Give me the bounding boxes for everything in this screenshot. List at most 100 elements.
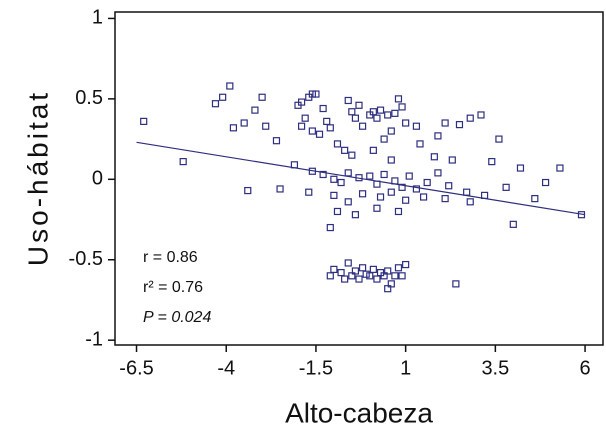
point bbox=[416, 140, 424, 148]
point bbox=[369, 146, 377, 154]
point bbox=[394, 207, 403, 216]
point bbox=[441, 195, 449, 203]
point bbox=[398, 272, 406, 280]
point bbox=[412, 185, 421, 193]
point bbox=[480, 191, 489, 199]
point bbox=[384, 285, 392, 293]
point bbox=[262, 122, 270, 130]
point bbox=[384, 267, 392, 275]
point bbox=[373, 204, 381, 212]
point bbox=[276, 185, 284, 193]
point bbox=[358, 122, 367, 130]
point bbox=[308, 167, 316, 175]
point bbox=[394, 95, 403, 103]
point bbox=[344, 96, 352, 105]
y-tick-label: -1 bbox=[85, 328, 103, 350]
point bbox=[297, 122, 306, 130]
point bbox=[330, 265, 338, 273]
point bbox=[455, 121, 464, 129]
point bbox=[326, 223, 334, 232]
point bbox=[330, 191, 338, 199]
point bbox=[290, 161, 299, 169]
point bbox=[358, 190, 367, 198]
point bbox=[219, 93, 227, 101]
point bbox=[466, 198, 474, 206]
point bbox=[376, 193, 385, 201]
point bbox=[430, 153, 438, 161]
point bbox=[297, 98, 306, 106]
point bbox=[301, 114, 309, 122]
point bbox=[387, 188, 395, 196]
point bbox=[391, 109, 399, 117]
point bbox=[330, 175, 338, 183]
y-tick-label: 0 bbox=[92, 168, 103, 190]
point bbox=[315, 130, 324, 138]
point bbox=[366, 172, 374, 180]
point bbox=[272, 137, 281, 145]
point bbox=[376, 106, 385, 114]
point bbox=[373, 114, 381, 122]
point bbox=[380, 170, 388, 179]
point bbox=[516, 164, 525, 172]
point bbox=[448, 156, 456, 164]
point bbox=[398, 103, 406, 111]
point bbox=[258, 93, 266, 101]
point bbox=[308, 127, 316, 135]
point bbox=[211, 100, 220, 108]
point bbox=[556, 164, 564, 172]
point bbox=[402, 260, 410, 269]
point bbox=[341, 275, 349, 283]
point bbox=[344, 169, 352, 177]
point bbox=[577, 211, 586, 219]
point bbox=[477, 111, 485, 119]
point bbox=[358, 264, 367, 272]
y-tick-label: 0.5 bbox=[75, 87, 103, 109]
point bbox=[463, 188, 471, 196]
y-axis-title: Uso-hábitat bbox=[22, 90, 53, 266]
point bbox=[348, 151, 356, 159]
point bbox=[305, 188, 313, 196]
point bbox=[434, 169, 442, 177]
point bbox=[326, 272, 334, 280]
trend-line bbox=[136, 141, 586, 216]
point bbox=[466, 114, 474, 122]
y-tick-label: -0.5 bbox=[69, 248, 103, 270]
point bbox=[488, 158, 496, 166]
x-tick-label: -1.5 bbox=[299, 357, 333, 379]
point bbox=[333, 207, 342, 216]
point bbox=[312, 90, 320, 98]
x-tick-label: 6 bbox=[579, 357, 590, 379]
point bbox=[140, 117, 148, 125]
point bbox=[344, 259, 352, 267]
point bbox=[387, 156, 395, 164]
point bbox=[351, 114, 360, 122]
point bbox=[398, 183, 406, 191]
point bbox=[373, 180, 381, 188]
point bbox=[384, 111, 392, 119]
point bbox=[226, 82, 234, 90]
y-tick-label: 1 bbox=[92, 7, 103, 29]
annotation: r² = 0.76 bbox=[143, 279, 203, 296]
point bbox=[394, 264, 403, 272]
annotation: r = 0.86 bbox=[143, 249, 198, 266]
point bbox=[326, 124, 334, 132]
point bbox=[244, 186, 252, 195]
point bbox=[531, 195, 539, 203]
point bbox=[419, 193, 428, 201]
x-tick-label: -4 bbox=[217, 357, 235, 379]
point bbox=[344, 198, 352, 206]
point bbox=[541, 178, 550, 187]
point bbox=[402, 119, 410, 127]
point bbox=[229, 124, 238, 132]
point bbox=[355, 275, 363, 283]
point bbox=[423, 178, 431, 187]
point bbox=[240, 119, 248, 127]
x-axis-title: Alto-cabeza bbox=[285, 397, 433, 428]
point bbox=[445, 182, 453, 190]
point bbox=[348, 108, 356, 116]
point bbox=[412, 122, 421, 130]
point bbox=[380, 135, 388, 143]
point bbox=[373, 275, 381, 283]
point bbox=[391, 177, 399, 185]
